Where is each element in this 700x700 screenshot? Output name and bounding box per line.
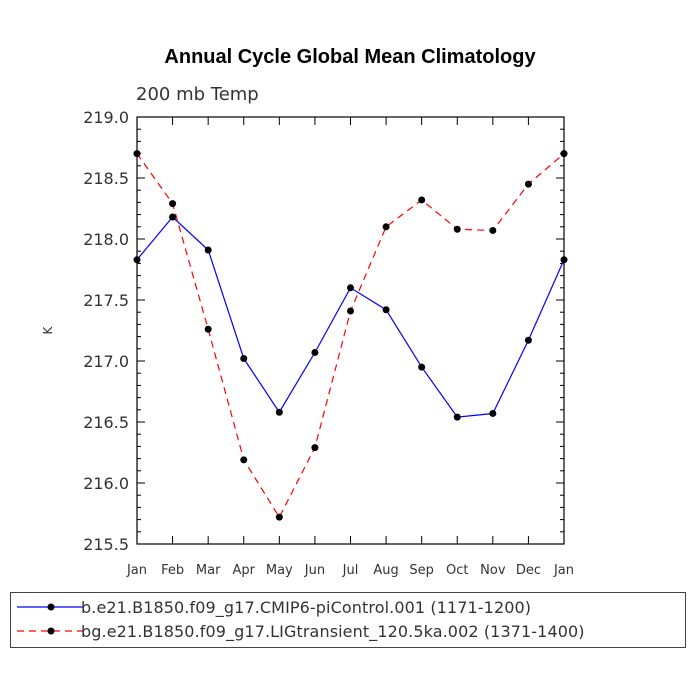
series-1-point [347,284,354,292]
series-1-point [560,256,568,264]
x-tick-label: Feb [161,563,184,578]
series-2-point [311,444,319,452]
legend-label-2: bg.e21.B1850.f09_g17.LIGtransient_120.5k… [81,622,585,641]
y-tick-label: 218.0 [83,230,129,249]
y-axis-label: K [41,325,55,334]
x-tick-label: Jul [342,563,359,578]
legend-label-1: b.e21.B1850.f09_g17.CMIP6-piControl.001 … [81,598,532,617]
legend-entry-1: b.e21.B1850.f09_g17.CMIP6-piControl.001 … [11,597,687,619]
chart-title: Annual Cycle Global Mean Climatology [164,46,536,68]
series-1-point [489,409,497,417]
series-1-point [133,256,141,264]
line-chart: 200 mb Temp K 215.5 216.0 216.5 217.0 217.5 2… [41,84,574,578]
y-tick-label: 216.0 [83,474,129,493]
series-2-point [524,180,532,188]
series-2-point [418,196,426,204]
series-line-1 [136,216,565,418]
series-2-point [453,225,461,233]
series-1-point [169,213,177,221]
series-2-point [169,200,177,208]
y-tick-label: 216.5 [83,413,129,432]
x-tick-label: Dec [516,563,541,578]
plot-frame [136,116,565,545]
y-tick-label: 219.0 [83,108,129,127]
series-1-point [204,246,212,254]
x-tick-label: Jun [304,563,325,578]
series-2-point [382,223,390,231]
series-2-point [560,150,568,158]
chart-subtitle: 200 mb Temp [136,84,259,105]
x-tick-label: May [266,563,293,578]
x-tick-label: Jan [126,563,147,578]
x-tick-label: Nov [480,563,506,578]
series-2-point [204,325,212,333]
legend-entry-2: bg.e21.B1850.f09_g17.LIGtransient_120.5k… [11,621,687,643]
legend-swatch-solid-icon [17,603,83,611]
series-1-point [453,413,461,421]
y-tick-label: 218.5 [83,169,129,188]
series-1-point [418,363,426,371]
x-tick-label: Jan [553,563,574,578]
series-1-point [524,336,532,344]
series-2-point [347,307,354,315]
x-tick-label: Apr [233,563,256,578]
series-1-point [275,408,283,416]
series-1-point [240,355,248,363]
series-2-point [489,226,497,234]
series-1-point [382,306,390,314]
y-tick-label: 217.0 [83,352,129,371]
series-2-point [275,513,283,521]
series-line-2 [136,153,565,519]
x-tick-label: Mar [196,563,221,578]
legend-swatch-dashed-icon [17,627,83,635]
y-tick-label: 215.5 [83,535,129,554]
x-tick-label: Oct [446,563,468,578]
series-2-point [240,456,248,464]
legend: b.e21.B1850.f09_g17.CMIP6-piControl.001 … [10,592,686,648]
y-tick-label: 217.5 [83,291,129,310]
x-tick-label: Aug [373,563,398,578]
series-1-point [311,348,319,356]
x-tick-label: Sep [409,563,434,578]
series-2-point [133,150,141,158]
